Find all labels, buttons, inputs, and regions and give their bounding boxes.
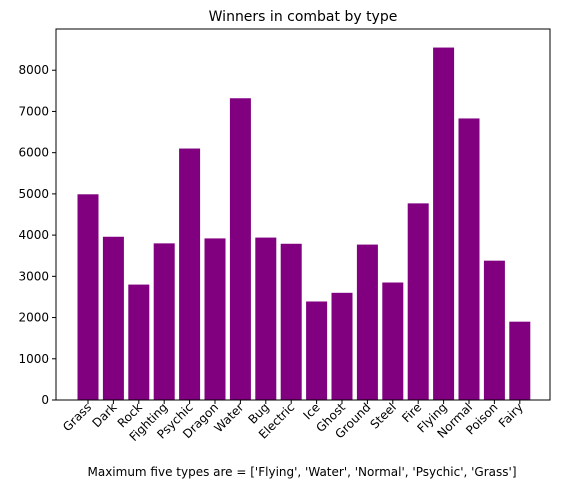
- x-tick-label: Water: [212, 400, 247, 435]
- x-axis-label: Maximum five types are = ['Flying', 'Wat…: [87, 465, 516, 479]
- bar-rock: [128, 284, 150, 400]
- bar-fairy: [509, 321, 531, 400]
- chart-title: Winners in combat by type: [209, 9, 398, 25]
- y-tick-label: 6000: [18, 146, 49, 160]
- x-axis: GrassDarkRockFightingPsychicDragonWaterB…: [60, 400, 526, 444]
- bar-normal: [458, 118, 480, 400]
- bar-psychic: [179, 148, 201, 400]
- bar-bug: [255, 237, 277, 400]
- bar-dragon: [204, 238, 226, 400]
- bar-electric: [280, 243, 302, 400]
- y-tick-label: 2000: [18, 311, 49, 325]
- bar-ghost: [331, 292, 353, 400]
- bar-ice: [306, 301, 328, 400]
- y-tick-label: 5000: [18, 187, 49, 201]
- y-tick-label: 4000: [18, 228, 49, 242]
- bar-fire: [407, 203, 429, 400]
- y-tick-label: 8000: [18, 63, 49, 77]
- x-tick-label: Fairy: [496, 400, 526, 430]
- bar-poison: [483, 260, 505, 400]
- plot-frame: [55, 28, 551, 401]
- y-tick-label: 1000: [18, 352, 49, 366]
- bar-grass: [77, 194, 99, 400]
- x-tick-label: Dark: [89, 400, 119, 430]
- y-axis: 0 1000 2000 3000 4000 5000 6000 7000 8000: [18, 63, 56, 407]
- bar-fighting: [153, 243, 175, 400]
- bar-water: [229, 98, 251, 400]
- y-tick-label: 0: [41, 393, 49, 407]
- x-tick-label: Steel: [368, 400, 399, 431]
- bar-ground: [356, 244, 378, 400]
- bar-steel: [382, 282, 404, 400]
- bar-dark: [102, 236, 124, 400]
- y-tick-label: 3000: [18, 269, 49, 283]
- bar-flying: [433, 47, 455, 401]
- bars-group: [77, 47, 531, 401]
- y-tick-label: 7000: [18, 104, 49, 118]
- x-tick-label: Grass: [60, 400, 94, 434]
